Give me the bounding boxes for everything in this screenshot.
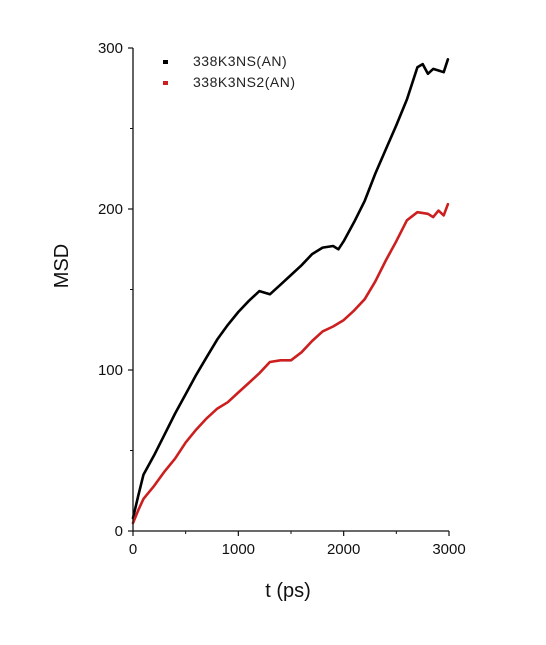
series-line-2 xyxy=(131,202,450,525)
x-tick-label: 3000 xyxy=(432,541,465,558)
y-tick-label: 100 xyxy=(98,362,123,379)
axes xyxy=(132,48,449,532)
x-tick-label: 1000 xyxy=(222,541,255,558)
y-tick-label: 300 xyxy=(98,40,123,57)
x-axis-title: t (ps) xyxy=(265,580,311,602)
y-tick-label: 0 xyxy=(115,523,123,540)
legend-marker-2 xyxy=(163,81,168,85)
legend-marker-1 xyxy=(163,60,168,64)
legend-label-2: 338K3NS2(AN) xyxy=(193,74,296,90)
y-tick-label: 200 xyxy=(98,201,123,218)
legend: 338K3NS(AN) 338K3NS2(AN) xyxy=(163,53,296,90)
plot-area xyxy=(131,57,450,525)
series-line-1 xyxy=(131,57,450,520)
legend-label-1: 338K3NS(AN) xyxy=(193,53,287,69)
x-tick-label: 0 xyxy=(129,541,137,558)
y-axis-title: MSD xyxy=(51,244,73,288)
ticks xyxy=(128,47,450,536)
tick-labels: 0 1000 2000 3000 0 100 200 300 xyxy=(98,40,466,558)
x-tick-label: 2000 xyxy=(327,541,360,558)
